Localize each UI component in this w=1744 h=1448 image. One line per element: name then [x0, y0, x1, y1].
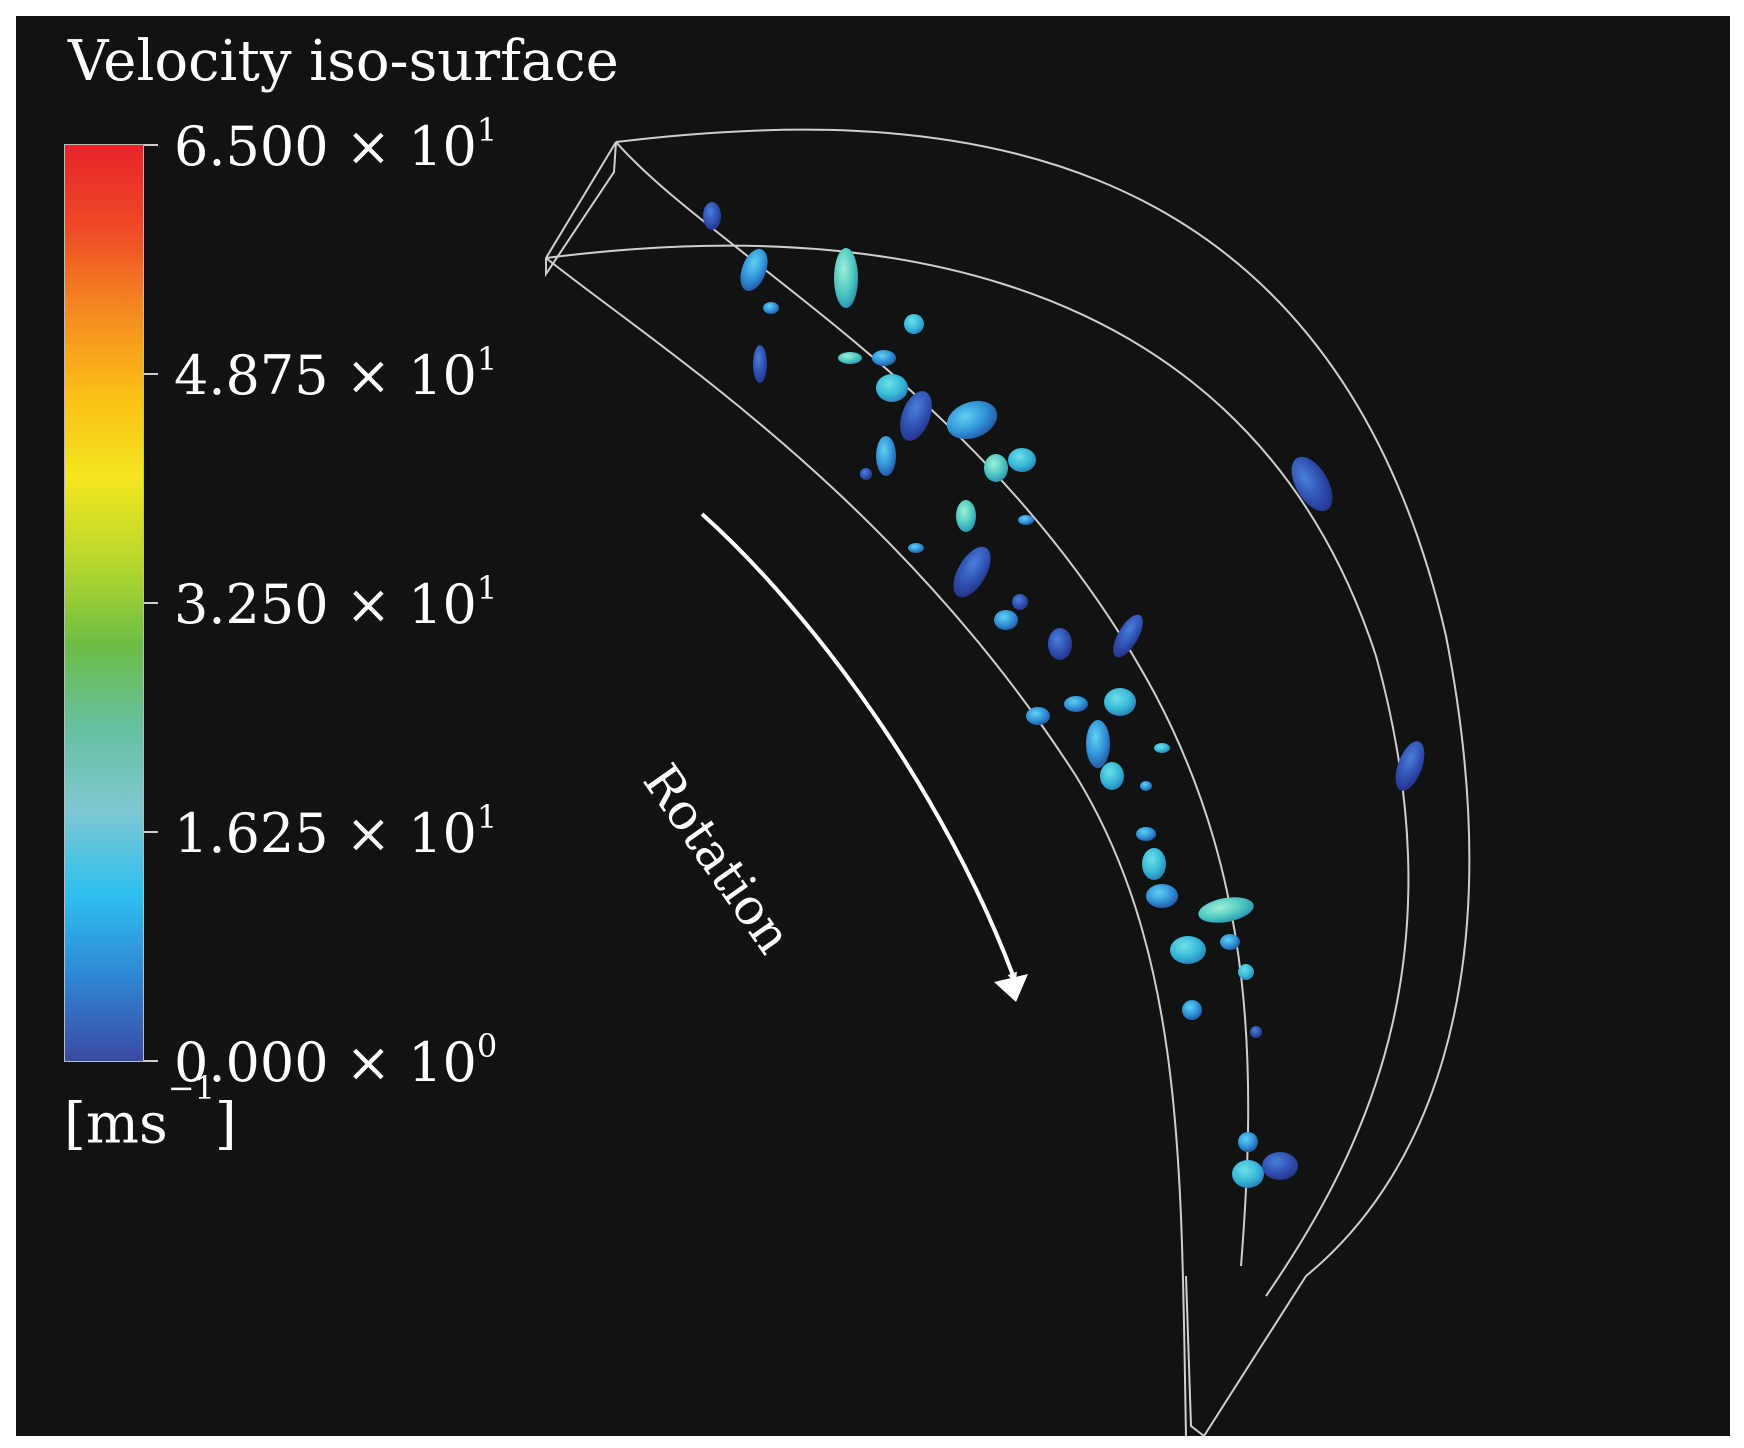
blob	[860, 468, 872, 480]
colorbar-tickmark	[144, 602, 158, 604]
blob	[1113, 614, 1143, 658]
blob	[1086, 720, 1110, 768]
blob	[1136, 827, 1156, 841]
blob	[876, 436, 896, 476]
blob	[1142, 848, 1166, 880]
blob	[872, 350, 896, 366]
blob	[1140, 781, 1152, 791]
blob	[1238, 1132, 1258, 1152]
colorbar-tick-label: 1.625 × 101	[174, 798, 498, 865]
blob	[1154, 743, 1170, 753]
colorbar-units: [ms−1]	[64, 1069, 237, 1157]
outer-top-edge	[615, 128, 1471, 1277]
colorbar-tick-label: 0.000 × 100	[174, 1027, 498, 1094]
blob	[908, 543, 924, 553]
channel-outline	[545, 128, 1471, 1436]
blob	[956, 500, 976, 532]
blob	[1026, 707, 1050, 725]
vortex-blobs	[703, 202, 1425, 1188]
colorbar-tickmark	[144, 831, 158, 833]
blob	[1182, 1000, 1202, 1020]
inner-wall-far	[615, 141, 1250, 1267]
blob	[834, 248, 858, 308]
blob	[1220, 934, 1240, 950]
blob	[1291, 456, 1333, 512]
blob	[838, 352, 862, 364]
figure-frame: Velocity iso-surface 6.500 × 101 4.875 ×…	[16, 16, 1730, 1436]
blob	[740, 248, 768, 292]
blob	[1048, 628, 1072, 660]
blob	[753, 345, 767, 383]
blob	[1008, 448, 1036, 472]
blob	[703, 202, 721, 230]
blob	[1018, 515, 1034, 525]
outer-bottom-edge	[545, 141, 617, 259]
blob	[1170, 936, 1206, 964]
blob	[946, 400, 998, 440]
corner-bottom	[1185, 1275, 1307, 1436]
blob	[763, 302, 779, 314]
blob	[1146, 884, 1178, 908]
blob	[1395, 741, 1425, 791]
colorbar-tickmark	[144, 1060, 158, 1062]
colorbar-tick-label: 6.500 × 101	[174, 111, 498, 178]
inner-wall-near	[545, 257, 1187, 1436]
blob	[1100, 762, 1124, 790]
blob	[1238, 964, 1254, 980]
blob	[904, 314, 924, 334]
blob	[876, 374, 908, 402]
blob	[900, 391, 932, 441]
rotation-arrow	[700, 512, 1017, 983]
colorbar-tick-label: 3.250 × 101	[174, 569, 498, 636]
blob	[984, 454, 1008, 482]
legend-title: Velocity iso-surface	[68, 29, 619, 94]
corner-top	[545, 141, 617, 278]
blob	[1232, 1160, 1264, 1188]
blob	[1198, 897, 1254, 923]
colorbar	[64, 144, 144, 1062]
blob	[1064, 696, 1088, 712]
colorbar-tickmark	[144, 373, 158, 375]
rotation-arrowhead	[994, 974, 1028, 1002]
blob	[953, 546, 991, 598]
colorbar-tick-label: 4.875 × 101	[174, 340, 498, 407]
inner-top-edge	[545, 244, 1410, 1297]
blob	[994, 610, 1018, 630]
blob	[1104, 688, 1136, 716]
blob	[1250, 1026, 1262, 1038]
iso-surface-scene	[545, 128, 1471, 1436]
colorbar-tickmark	[144, 144, 158, 146]
blob	[1012, 594, 1028, 610]
blob	[1262, 1152, 1298, 1180]
